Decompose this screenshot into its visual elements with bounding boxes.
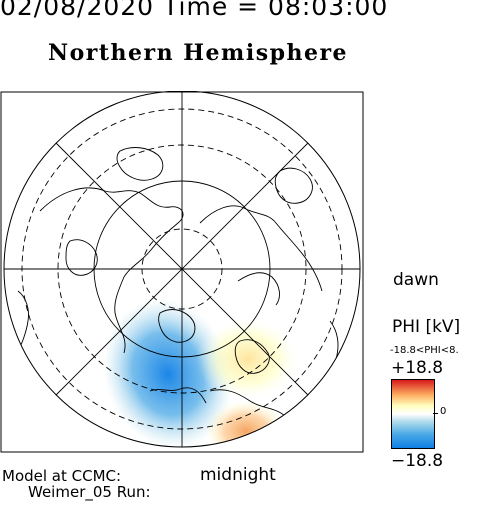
colorbar-title: PHI [kV] [392, 317, 461, 337]
midnight-label: midnight [200, 465, 276, 485]
colorbar-zero-tick [433, 413, 438, 414]
polar-potential-map [0, 91, 364, 453]
colorbar [391, 379, 435, 449]
meridian-lines [4, 91, 360, 447]
model-credit-line-2: Weimer_05 Run: [28, 483, 151, 501]
dawn-label: dawn [393, 270, 439, 290]
colorbar-zero-label: 0 [440, 406, 447, 417]
colorbar-min-label: −18.8 [391, 451, 444, 471]
date-time-header: 02/08/2020 Time = 08:03:00 [0, 0, 389, 21]
model-credit-line-1: Model at CCMC: [2, 467, 122, 485]
positive-potential-cell-dawn [196, 317, 300, 401]
globe-boundary [3, 91, 361, 448]
colorbar-range-text: -18.8<PHI<8. [390, 345, 459, 356]
hemisphere-title: Northern Hemisphere [48, 40, 349, 66]
colorbar-max-label: +18.8 [391, 358, 444, 378]
negative-potential-cell [103, 299, 233, 447]
